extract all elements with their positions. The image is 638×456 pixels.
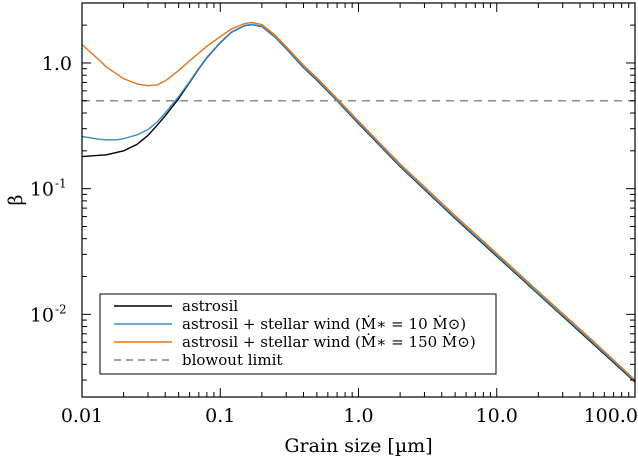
x-tick-label: 0.1: [205, 405, 235, 427]
x-tick-label: 1.0: [343, 405, 373, 427]
y-tick-label: 10: [30, 304, 54, 326]
series-layer: [81, 21, 636, 383]
x-tick-label: 0.01: [61, 405, 103, 427]
series-line-astrosil-stellar-wind-10: [81, 23, 636, 382]
series-line-astrosil-stellar-wind-150: [81, 21, 636, 381]
tick-label-layer: 0.01 0.1 1.0 10.0 100.01.010-110-2: [30, 53, 638, 427]
legend-label: astrosil + stellar wind (Ṁ∗ = 150 Ṁ⊙): [182, 333, 476, 351]
legend-label: astrosil: [182, 297, 238, 315]
y-tick-exponent: -1: [55, 177, 67, 191]
y-tick-label: 1.0: [42, 53, 72, 75]
y-tick-exponent: -2: [55, 302, 67, 316]
y-axis-title: β: [5, 194, 27, 205]
y-tick-label: 10: [30, 179, 54, 201]
legend-label: astrosil + stellar wind (Ṁ∗ = 10 Ṁ⊙): [182, 315, 466, 333]
x-tick-label: 100.0: [584, 405, 638, 427]
x-tick-label: 10.0: [476, 405, 518, 427]
tick-layer: [81, 2, 636, 397]
x-axis-title: Grain size [µm]: [284, 435, 432, 456]
legend-label: blowout limit: [182, 351, 282, 369]
